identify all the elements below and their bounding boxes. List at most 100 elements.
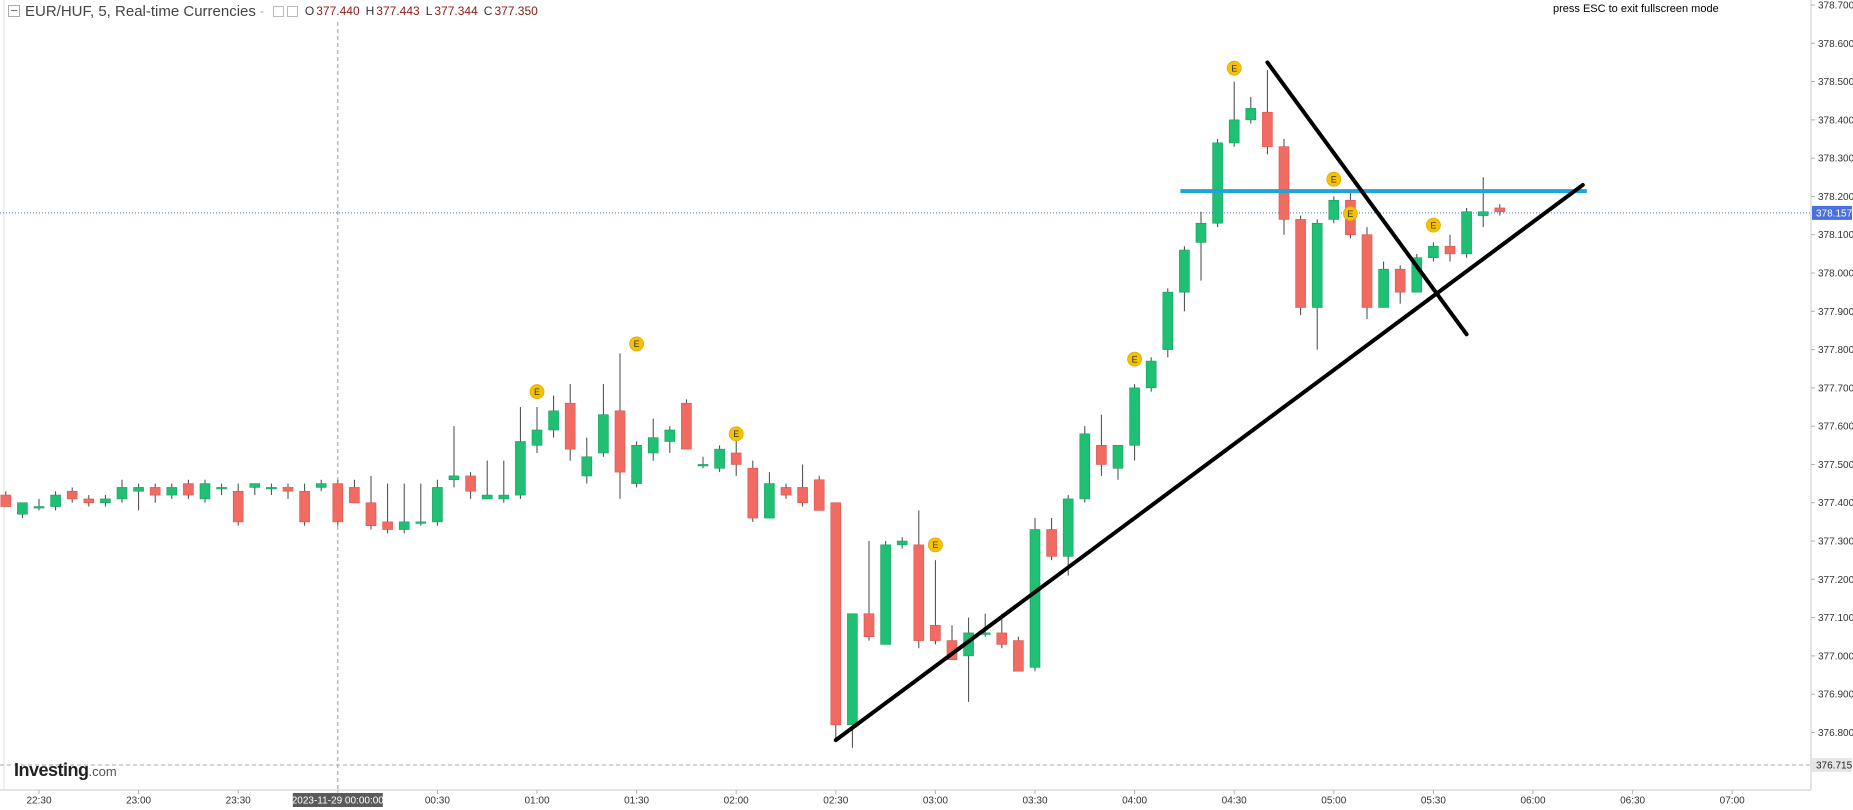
x-tick-label: 02:00 <box>724 796 749 807</box>
candle <box>548 395 559 438</box>
candle <box>614 353 626 499</box>
candle <box>1477 177 1489 228</box>
event-marker-circle <box>1426 217 1441 233</box>
candle-body <box>896 540 908 546</box>
candle-body <box>780 487 792 496</box>
candle <box>1262 70 1273 155</box>
candle-body <box>1428 245 1439 258</box>
candle-body <box>116 487 128 500</box>
y-tick-label: 377.100 <box>1818 613 1853 624</box>
candle-body <box>1096 445 1107 465</box>
chart-header: EUR/HUF, 5, Real-time Currencies - O 377.… <box>8 2 538 20</box>
candle <box>66 487 78 503</box>
candle-body <box>515 441 526 496</box>
y-tick-label: 378.300 <box>1818 154 1853 165</box>
settings-mini-icon[interactable] <box>272 5 284 17</box>
symbol-title[interactable]: EUR/HUF, 5, Real-time Currencies <box>25 2 256 20</box>
candle <box>1195 211 1207 281</box>
candle <box>349 479 360 504</box>
candle-body <box>1179 249 1190 293</box>
candle <box>1212 139 1223 228</box>
candle <box>747 460 759 522</box>
candle <box>183 479 194 499</box>
candle <box>531 407 543 453</box>
collapse-icon[interactable] <box>8 5 20 17</box>
event-marker-label: E <box>932 540 938 550</box>
y-tick-label: 378.000 <box>1818 269 1853 280</box>
y-tick-label: 378.700 <box>1818 1 1853 12</box>
candle <box>1361 227 1373 319</box>
y-tick-label: 376.900 <box>1818 690 1853 701</box>
close-label: C <box>483 4 493 18</box>
x-tick-label: 04:30 <box>1222 796 1247 807</box>
candle <box>83 495 95 507</box>
event-marker-circle <box>1127 351 1142 367</box>
event-marker-label: E <box>1231 63 1237 73</box>
candle <box>1295 215 1306 316</box>
y-tick-label: 377.300 <box>1818 537 1853 548</box>
candle <box>17 502 28 519</box>
candle-body <box>830 502 842 726</box>
candle <box>365 475 377 530</box>
candle <box>647 418 659 461</box>
y-tick-label: 377.200 <box>1818 575 1853 586</box>
candle-body <box>614 410 626 473</box>
crosshair-time-label-text: 2023-11-29 00:00:00 <box>292 796 385 807</box>
candle-body <box>564 402 576 450</box>
candle <box>681 399 692 450</box>
candle-body <box>66 490 78 500</box>
event-marker-label: E <box>534 387 540 397</box>
candle-body <box>1311 222 1323 308</box>
candle <box>299 483 310 526</box>
x-tick-label: 00:30 <box>425 796 450 807</box>
symbol-dropdown-icon[interactable]: - <box>259 4 264 18</box>
toggle-mini-icon[interactable] <box>286 5 298 17</box>
event-marker-circle <box>728 426 744 442</box>
candle-body <box>747 467 759 519</box>
event-marker: E <box>629 336 644 352</box>
candle-body <box>1494 207 1506 213</box>
candle <box>780 483 792 499</box>
current-price-label: 378.157 <box>1812 205 1853 220</box>
candle <box>1394 265 1406 304</box>
candle-body <box>1162 291 1174 350</box>
event-marker-circle <box>1326 171 1342 187</box>
candle-body <box>1444 245 1456 255</box>
candle-body <box>398 521 410 530</box>
event-marker-circle <box>1226 60 1242 76</box>
candle <box>1062 495 1074 576</box>
x-tick-label: 03:30 <box>1022 796 1047 807</box>
low-value: 377.344 <box>434 4 478 18</box>
candle-body <box>1394 268 1406 293</box>
candle-body <box>1062 498 1074 557</box>
x-tick-label: 01:30 <box>624 796 649 807</box>
x-tick-label: 23:30 <box>226 796 251 807</box>
candle <box>797 464 808 507</box>
candle-body <box>415 521 427 524</box>
event-marker-label: E <box>1331 174 1337 184</box>
candle-body <box>913 544 925 641</box>
candle-body <box>1278 146 1290 220</box>
candle-body <box>847 613 858 726</box>
candle-body <box>365 502 377 527</box>
candle <box>996 613 1008 649</box>
candle-body <box>448 475 460 481</box>
open-label: O <box>304 4 315 18</box>
low-price-label-bg <box>1812 758 1852 772</box>
candle-body <box>930 624 941 641</box>
candle <box>1112 445 1124 480</box>
candle <box>199 479 211 503</box>
event-marker-label: E <box>733 429 739 439</box>
high-label: H <box>365 4 375 18</box>
candle-body <box>266 487 277 490</box>
candle-body <box>1046 529 1057 557</box>
candle-body <box>0 494 12 507</box>
candle <box>0 491 12 507</box>
candle-body <box>681 402 692 450</box>
candle <box>813 475 825 511</box>
event-marker: E <box>1426 217 1441 233</box>
candle-body <box>730 452 742 465</box>
candle-body <box>432 487 443 523</box>
candle-body <box>1195 222 1207 243</box>
